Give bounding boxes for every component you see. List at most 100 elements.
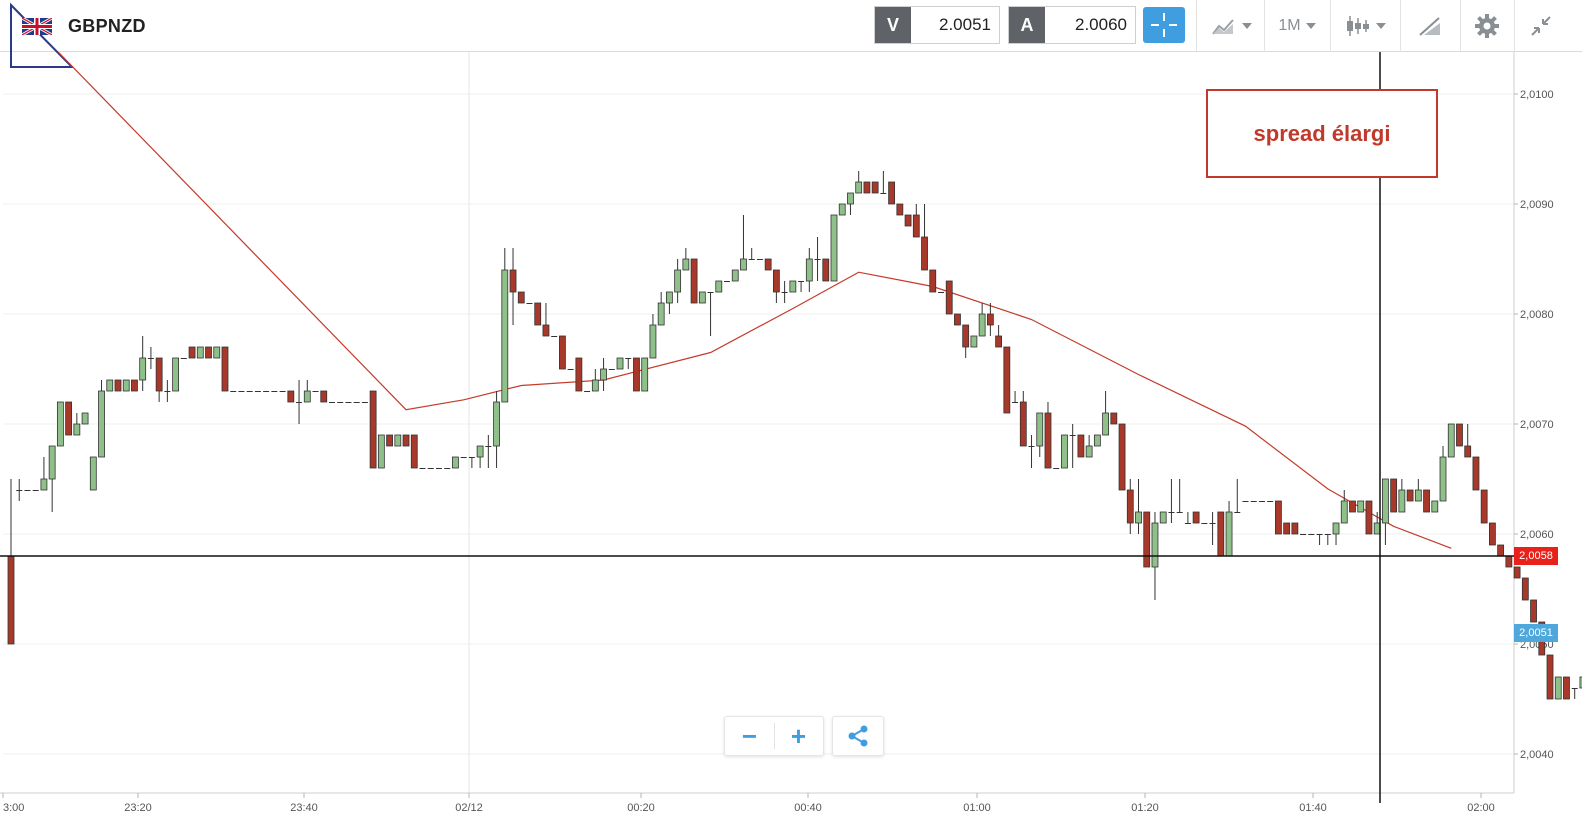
candle <box>452 456 459 469</box>
price-tick-label: 2,0070 <box>1520 419 1554 431</box>
candle <box>1521 577 1529 601</box>
moving-average-line <box>57 52 1452 549</box>
candle-body <box>1250 501 1257 502</box>
candle-body <box>764 258 772 271</box>
gbp-nzd-flag-icon <box>22 18 52 35</box>
settings-button[interactable] <box>1462 0 1512 52</box>
candle-body <box>616 357 624 370</box>
candle-body <box>1192 511 1200 524</box>
candle-body <box>904 214 912 227</box>
candle <box>608 369 615 370</box>
candle <box>986 303 994 336</box>
candle <box>509 248 517 325</box>
candle <box>1571 688 1578 699</box>
candle <box>1439 446 1447 502</box>
candle-body <box>1102 412 1109 436</box>
candle <box>271 391 278 392</box>
candle-body <box>1439 456 1447 502</box>
candle-body <box>822 258 830 282</box>
candle-body <box>1472 456 1480 491</box>
candle-body <box>1019 401 1027 447</box>
candle-body <box>954 313 961 326</box>
candle-style-button[interactable] <box>1332 0 1398 52</box>
candle-body <box>921 236 928 271</box>
candle <box>1184 512 1191 524</box>
candle <box>40 457 48 491</box>
collapse-button[interactable] <box>1516 0 1566 52</box>
candle <box>863 181 871 194</box>
candle <box>296 380 303 424</box>
share-button[interactable] <box>832 716 884 756</box>
candle-body <box>633 357 640 392</box>
candle <box>1250 501 1257 502</box>
corner-marker-icon <box>10 2 74 68</box>
candle <box>1258 501 1265 502</box>
candle <box>476 445 484 468</box>
candle <box>435 468 442 469</box>
candle-body <box>1316 534 1323 535</box>
candle-body <box>460 457 467 458</box>
candle-body <box>139 357 147 381</box>
candle-body <box>1332 522 1340 535</box>
candle <box>880 171 887 194</box>
candle <box>526 303 533 304</box>
candle <box>361 402 368 403</box>
gear-icon <box>1475 14 1499 38</box>
chart-type-button[interactable] <box>1200 0 1262 52</box>
candle <box>970 335 978 348</box>
candle <box>937 292 944 293</box>
candle <box>1554 676 1562 700</box>
price-axis: 2,0100 2,0090 2,0080 2,0070 2,0060 2,0050 2,00… <box>1513 52 1554 793</box>
candle <box>904 214 912 227</box>
candle <box>56 401 64 447</box>
candle <box>48 445 56 512</box>
candle <box>444 468 451 469</box>
buy-quote-button[interactable]: A 2.0060 <box>1008 6 1136 44</box>
candle-body <box>1398 489 1406 513</box>
candle-body <box>748 259 755 260</box>
candle <box>386 434 393 447</box>
chevron-down-icon <box>1241 23 1252 29</box>
candle <box>1505 555 1513 568</box>
candle-body <box>56 401 64 447</box>
timeframe-selector[interactable]: 1M <box>1266 0 1328 52</box>
price-chart[interactable]: 2,01002,00902,00802,00702,00602,00502,00… <box>0 52 1582 838</box>
candle <box>625 358 632 369</box>
candle-body <box>1480 489 1488 524</box>
candle-body <box>435 468 442 469</box>
candle <box>1225 501 1233 557</box>
zoom-out-button[interactable]: − <box>741 720 758 751</box>
zoom-in-button[interactable]: + <box>790 720 807 751</box>
crosshair-button[interactable] <box>1143 7 1185 43</box>
drawing-tool-button[interactable] <box>1402 0 1458 52</box>
candle-body <box>1340 500 1348 524</box>
time-tick-label: 00:20 <box>627 802 655 814</box>
candle-body <box>1093 434 1101 447</box>
candle <box>312 391 319 392</box>
candle <box>912 204 920 238</box>
candle <box>1447 423 1455 458</box>
candle-body <box>838 203 846 216</box>
candle <box>995 325 1002 348</box>
drawing-tool-icon <box>1419 17 1440 36</box>
candle <box>353 402 360 403</box>
candle-body <box>419 468 426 469</box>
candle-body <box>1168 512 1175 513</box>
candle-body <box>649 324 657 359</box>
candle <box>584 391 591 392</box>
candle-body <box>1061 434 1068 469</box>
candle-body <box>81 412 89 425</box>
candle-body <box>287 390 295 403</box>
candle <box>1390 478 1398 513</box>
candle <box>369 390 377 469</box>
time-tick-label: 02:00 <box>1467 802 1495 814</box>
candle <box>1028 435 1035 468</box>
candle <box>559 335 566 370</box>
candle <box>798 281 805 292</box>
candle <box>1308 534 1315 535</box>
candle-body <box>912 214 920 238</box>
candle-body <box>1324 534 1331 535</box>
sell-quote-button[interactable]: V 2.0051 <box>874 6 1000 44</box>
candle <box>838 203 846 216</box>
candle-body <box>1069 435 1076 436</box>
